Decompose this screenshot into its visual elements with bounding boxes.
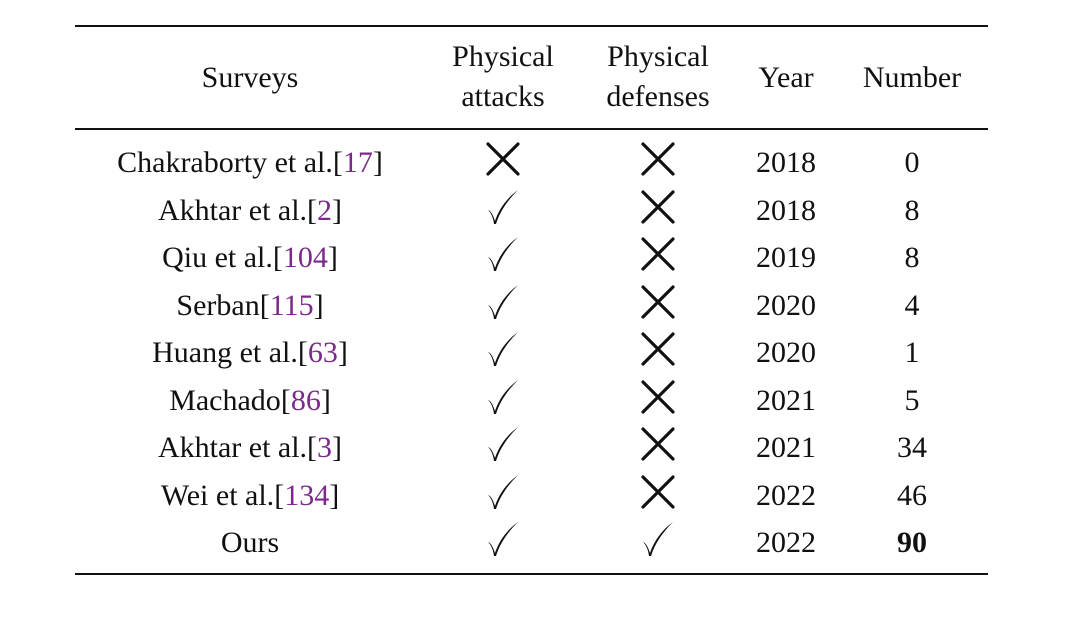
check-icon — [483, 329, 523, 369]
cross-icon — [483, 139, 523, 179]
survey-name: Akhtar et al. — [157, 193, 308, 227]
citation-link: 3 — [317, 431, 333, 464]
year-cell: 2020 — [756, 333, 816, 373]
check-icon — [483, 187, 523, 227]
year-value: 2021 — [756, 383, 816, 417]
year-cell: 2018 — [756, 143, 816, 183]
number-value: 34 — [897, 431, 927, 464]
table-header-rule — [75, 128, 988, 130]
cross-icon — [638, 187, 678, 227]
citation-link: 63 — [307, 336, 338, 369]
citation-link: 2 — [317, 193, 333, 227]
cross-icon — [638, 377, 678, 417]
cross-icon — [638, 234, 678, 274]
survey-name-cell: Akhtar et al.[3] — [157, 431, 343, 464]
header-surveys: Surveys — [201, 61, 299, 94]
year-value: 2018 — [756, 193, 816, 227]
survey-name: Ours — [220, 526, 280, 559]
cross-icon — [638, 472, 678, 512]
year-cell: 2018 — [756, 191, 816, 231]
number-cell: 4 — [905, 286, 920, 326]
cross-icon — [638, 424, 678, 464]
year-value: 2020 — [756, 336, 816, 369]
number-cell: 1 — [905, 333, 920, 373]
year-value: 2022 — [756, 526, 816, 559]
number-value: 4 — [904, 288, 920, 322]
year-value: 2022 — [756, 478, 816, 512]
header-physical-attacks-line1: Physical — [452, 40, 554, 73]
check-icon — [638, 519, 678, 559]
citation-link: 115 — [269, 288, 314, 322]
table-bottom-rule — [75, 573, 988, 575]
header-number: Number — [862, 61, 962, 94]
survey-name: Huang et al. — [152, 336, 298, 369]
citation-link: 17 — [342, 146, 373, 179]
check-icon — [483, 282, 523, 322]
number-value: 46 — [897, 478, 927, 512]
number-value: 8 — [904, 241, 920, 274]
number-value: 90 — [897, 526, 927, 559]
number-value: 1 — [904, 336, 920, 369]
check-icon — [483, 472, 523, 512]
number-cell: 0 — [905, 143, 920, 183]
survey-name-cell: Huang et al.[63] — [152, 336, 348, 369]
header-physical-attacks-line2: attacks — [461, 80, 545, 113]
survey-name-cell: Serban[115] — [176, 288, 324, 322]
year-cell: 2021 — [756, 381, 816, 421]
survey-name-cell: Ours — [221, 523, 279, 563]
survey-name-cell: Chakraborty et al.[17] — [117, 146, 383, 179]
citation-link: 104 — [282, 241, 328, 274]
table-top-rule — [75, 25, 988, 27]
survey-name: Machado — [169, 383, 281, 417]
survey-name-cell: Wei et al.[134] — [160, 478, 340, 512]
check-icon — [483, 234, 523, 274]
year-value: 2020 — [756, 288, 816, 322]
number-cell: 34 — [897, 428, 927, 468]
number-cell: 90 — [897, 523, 927, 563]
cross-icon — [638, 282, 678, 322]
survey-name-cell: Machado[86] — [169, 383, 331, 417]
survey-name: Chakraborty et al. — [117, 146, 333, 179]
survey-name: Qiu et al. — [162, 241, 273, 274]
year-value: 2021 — [756, 431, 816, 464]
number-value: 8 — [904, 193, 920, 227]
header-physical-defenses-line2: defenses — [606, 80, 710, 113]
number-cell: 5 — [905, 381, 920, 421]
citation-link: 86 — [290, 383, 321, 417]
check-icon — [483, 424, 523, 464]
year-cell: 2022 — [756, 523, 816, 563]
header-year: Year — [758, 61, 814, 94]
year-cell: 2020 — [756, 286, 816, 326]
header-physical-defenses-line1: Physical — [607, 40, 709, 73]
survey-name-cell: Akhtar et al.[2] — [157, 193, 343, 227]
number-value: 5 — [904, 383, 920, 417]
year-value: 2019 — [756, 241, 816, 274]
cross-icon — [638, 329, 678, 369]
survey-name: Wei et al. — [160, 478, 275, 512]
survey-name-cell: Qiu et al.[104] — [162, 241, 338, 274]
year-value: 2018 — [756, 146, 816, 179]
header-physical-defenses: Physical defenses — [588, 37, 728, 117]
header-physical-attacks: Physical attacks — [433, 37, 573, 117]
year-cell: 2022 — [756, 476, 816, 516]
year-cell: 2021 — [756, 428, 816, 468]
survey-name: Akhtar et al. — [157, 431, 308, 464]
number-cell: 46 — [897, 476, 927, 516]
check-icon — [483, 519, 523, 559]
check-icon — [483, 377, 523, 417]
year-cell: 2019 — [756, 238, 816, 278]
number-value: 0 — [904, 146, 920, 179]
survey-name: Serban — [176, 288, 260, 322]
citation-link: 134 — [284, 478, 330, 512]
number-cell: 8 — [905, 238, 920, 278]
number-cell: 8 — [905, 191, 920, 231]
cross-icon — [638, 139, 678, 179]
